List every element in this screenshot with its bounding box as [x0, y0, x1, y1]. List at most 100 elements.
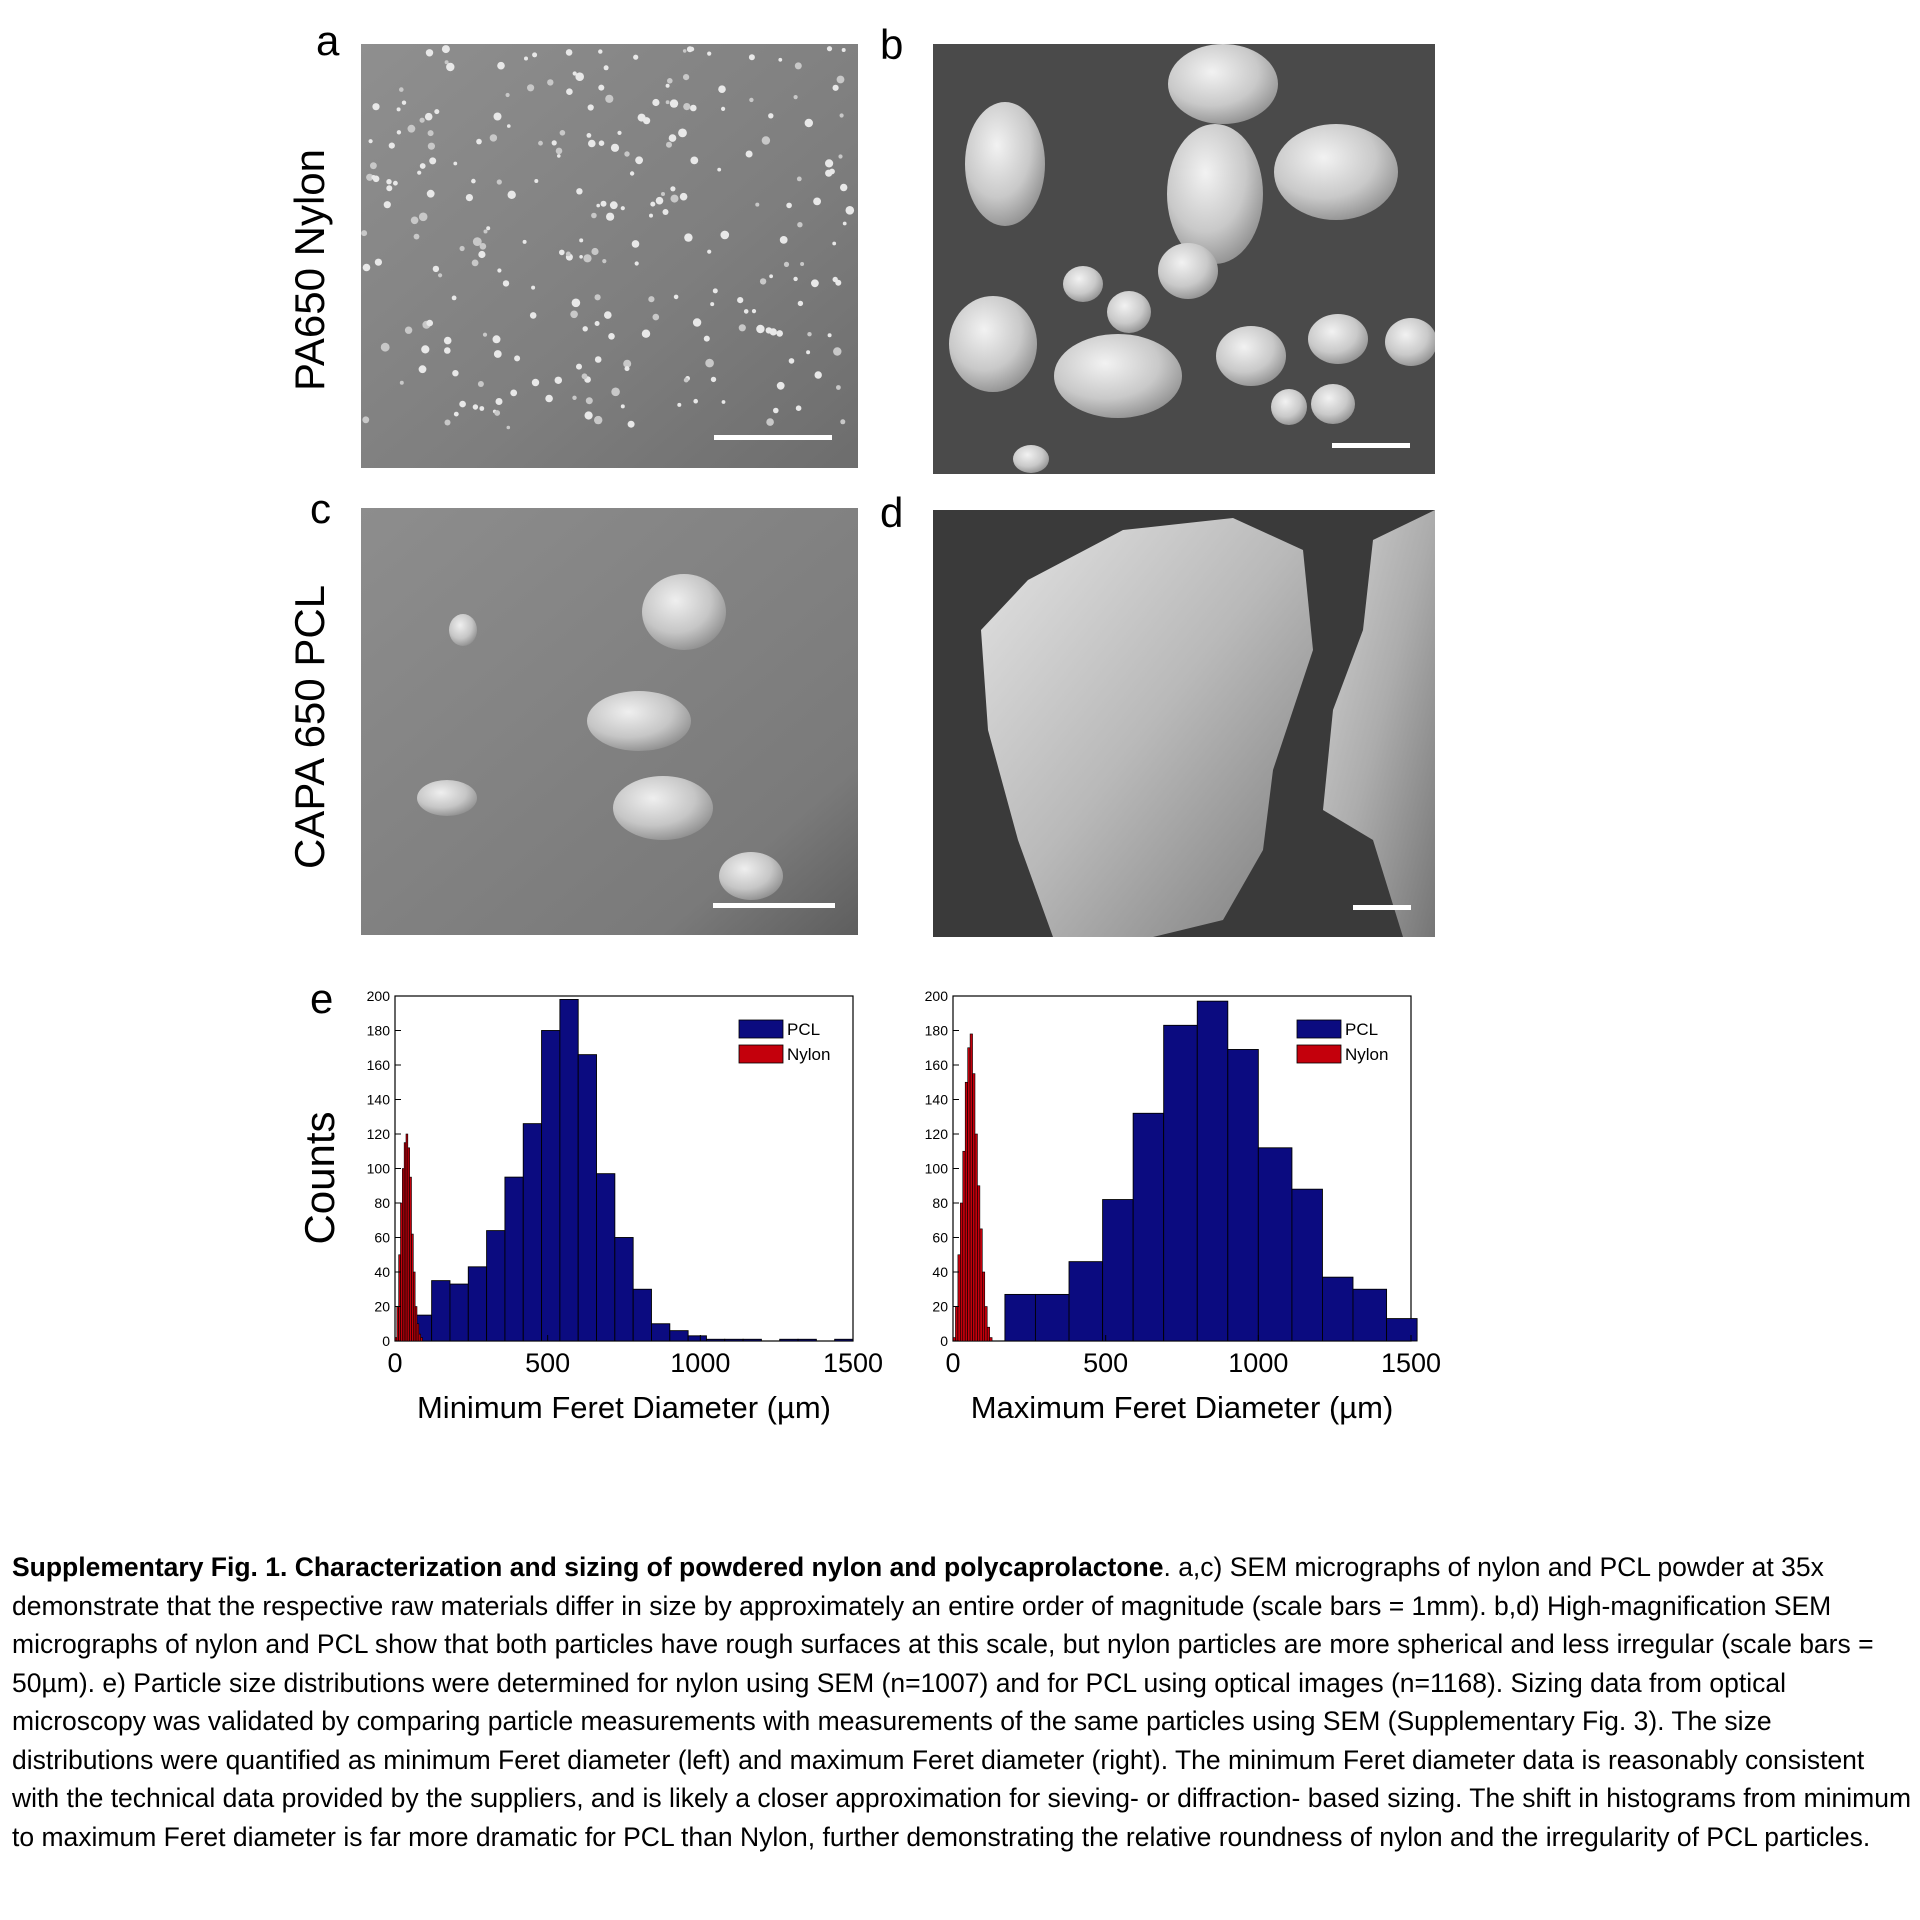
x-axis-label: Minimum Feret Diameter (µm): [417, 1390, 831, 1425]
pcl-bar-11: [1352, 1288, 1388, 1342]
scale-bar: [714, 435, 832, 440]
nylon-bar-14: [420, 1337, 423, 1342]
nylon-bar-14: [986, 1326, 990, 1342]
pcl-bar-0: [1004, 1293, 1036, 1342]
nylon-bar-10: [977, 1185, 981, 1342]
y-tick-label-2: 40: [374, 1264, 390, 1280]
x-tick-label-2: 1000: [1228, 1348, 1288, 1378]
y-tick-label-6: 120: [367, 1126, 391, 1142]
pcl-bar-4: [449, 1283, 469, 1342]
legend-label-pcl: PCL: [787, 1020, 820, 1039]
panel-letter-e: e: [310, 975, 334, 1022]
sem-image-d: [933, 510, 1435, 937]
row-label-nylon: PA650 Nylon: [286, 148, 333, 392]
pcl-bar-5: [1163, 1024, 1198, 1342]
panel-letter-c: c: [310, 485, 331, 532]
nylon-bar-4: [962, 1150, 966, 1342]
pcl-bar-3: [1102, 1199, 1134, 1342]
pcl-bar-2: [1068, 1261, 1104, 1342]
panel-letter-a: a: [316, 17, 340, 64]
x-tick-label-3: 1500: [1381, 1348, 1441, 1378]
nylon-bar-6: [967, 1047, 971, 1342]
scale-bar: [713, 903, 835, 908]
nylon-bar-11: [979, 1228, 983, 1342]
y-tick-label-5: 100: [925, 1161, 949, 1177]
sem-image-b: [933, 44, 1435, 474]
histogram-min-feret: 0 20 40 60 80 100 120 140 160 180 200 0 500 1000 1500 M…: [360, 988, 890, 1440]
legend-label-nylon: Nylon: [1345, 1045, 1388, 1064]
y-tick-label-0: 0: [940, 1333, 948, 1349]
pcl-bar-7: [1227, 1049, 1259, 1342]
pcl-bar-6: [486, 1230, 506, 1342]
legend-label-nylon: Nylon: [787, 1045, 830, 1064]
pcl-bar-10: [1322, 1276, 1354, 1342]
pcl-bar-8: [522, 1123, 543, 1342]
y-tick-label-2: 40: [932, 1264, 948, 1280]
scale-bar: [1332, 443, 1410, 448]
pcl-bar-1: [1034, 1293, 1070, 1342]
panel-letter-b: b: [880, 21, 904, 68]
pcl-bar-12: [596, 1173, 616, 1342]
y-tick-label-3: 60: [932, 1230, 948, 1246]
nylon-bar-2: [957, 1254, 961, 1342]
nylon-bar-3: [960, 1202, 964, 1342]
nylon-bar-5: [964, 1081, 968, 1342]
x-tick-label-0: 0: [387, 1348, 402, 1378]
nylon-bar-12: [982, 1271, 986, 1342]
pcl-bar-9: [541, 1030, 561, 1342]
pcl-bar-12: [1386, 1318, 1418, 1342]
nylon-bar-9: [974, 1133, 978, 1342]
pcl-bar-22: [779, 1338, 799, 1342]
nylon-bar-7: [969, 1033, 973, 1342]
pcl-bar-19: [724, 1338, 744, 1342]
scale-bar: [1353, 905, 1411, 910]
y-tick-label-9: 180: [367, 1023, 391, 1039]
nylon-bar-8: [972, 1073, 976, 1342]
legend-swatch-nylon: [738, 1044, 784, 1064]
y-tick-label-9: 180: [925, 1023, 949, 1039]
x-axis-label: Maximum Feret Diameter (µm): [971, 1390, 1394, 1425]
pcl-bar-13: [614, 1237, 634, 1342]
y-tick-label-8: 160: [925, 1057, 949, 1073]
y-tick-label-10: 200: [367, 988, 391, 1004]
pcl-bar-7: [504, 1176, 524, 1342]
pcl-bar-14: [632, 1288, 652, 1342]
pcl-bar-9: [1291, 1188, 1323, 1342]
y-tick-label-7: 140: [925, 1092, 949, 1108]
x-tick-label-2: 1000: [670, 1348, 730, 1378]
pcl-bar-11: [577, 1054, 597, 1342]
nylon-bar-12: [416, 1323, 420, 1342]
y-tick-label-10: 200: [925, 988, 949, 1004]
legend-swatch-pcl: [1296, 1019, 1342, 1039]
panel-letter-d: d: [880, 489, 904, 536]
row-label-pcl: CAPA 650 PCL: [286, 584, 333, 870]
y-tick-label-7: 140: [367, 1092, 391, 1108]
caption-title: Supplementary Fig. 1. Characterization a…: [12, 1552, 1164, 1582]
pcl-bar-5: [467, 1266, 488, 1342]
y-tick-label-0: 0: [382, 1333, 390, 1349]
y-tick-label-1: 20: [932, 1299, 948, 1315]
pcl-bar-15: [651, 1323, 671, 1342]
y-axis-label: Counts: [296, 1111, 343, 1245]
pcl-bar-3: [431, 1280, 451, 1342]
y-tick-label-4: 80: [374, 1195, 390, 1211]
legend-swatch-pcl: [738, 1019, 784, 1039]
nylon-bar-13: [984, 1306, 988, 1342]
legend-label-pcl: PCL: [1345, 1020, 1378, 1039]
caption-body: . a,c) SEM micrographs of nylon and PCL …: [12, 1552, 1912, 1852]
nylon-bar-1: [955, 1306, 959, 1342]
pcl-bar-8: [1257, 1147, 1293, 1342]
sem-image-a: [361, 44, 858, 468]
y-tick-label-4: 80: [932, 1195, 948, 1211]
pcl-bar-20: [742, 1338, 762, 1342]
x-tick-label-1: 500: [1083, 1348, 1128, 1378]
sem-image-c: [361, 508, 858, 935]
x-tick-label-1: 500: [525, 1348, 570, 1378]
pcl-bar-4: [1132, 1112, 1165, 1342]
y-tick-label-1: 20: [374, 1299, 390, 1315]
x-tick-label-3: 1500: [823, 1348, 883, 1378]
figure-caption: Supplementary Fig. 1. Characterization a…: [12, 1548, 1912, 1856]
y-tick-label-5: 100: [367, 1161, 391, 1177]
legend-swatch-nylon: [1296, 1044, 1342, 1064]
histogram-max-feret: 0 20 40 60 80 100 120 140 160 180 200 0 500 1000 1500 M…: [918, 988, 1448, 1440]
